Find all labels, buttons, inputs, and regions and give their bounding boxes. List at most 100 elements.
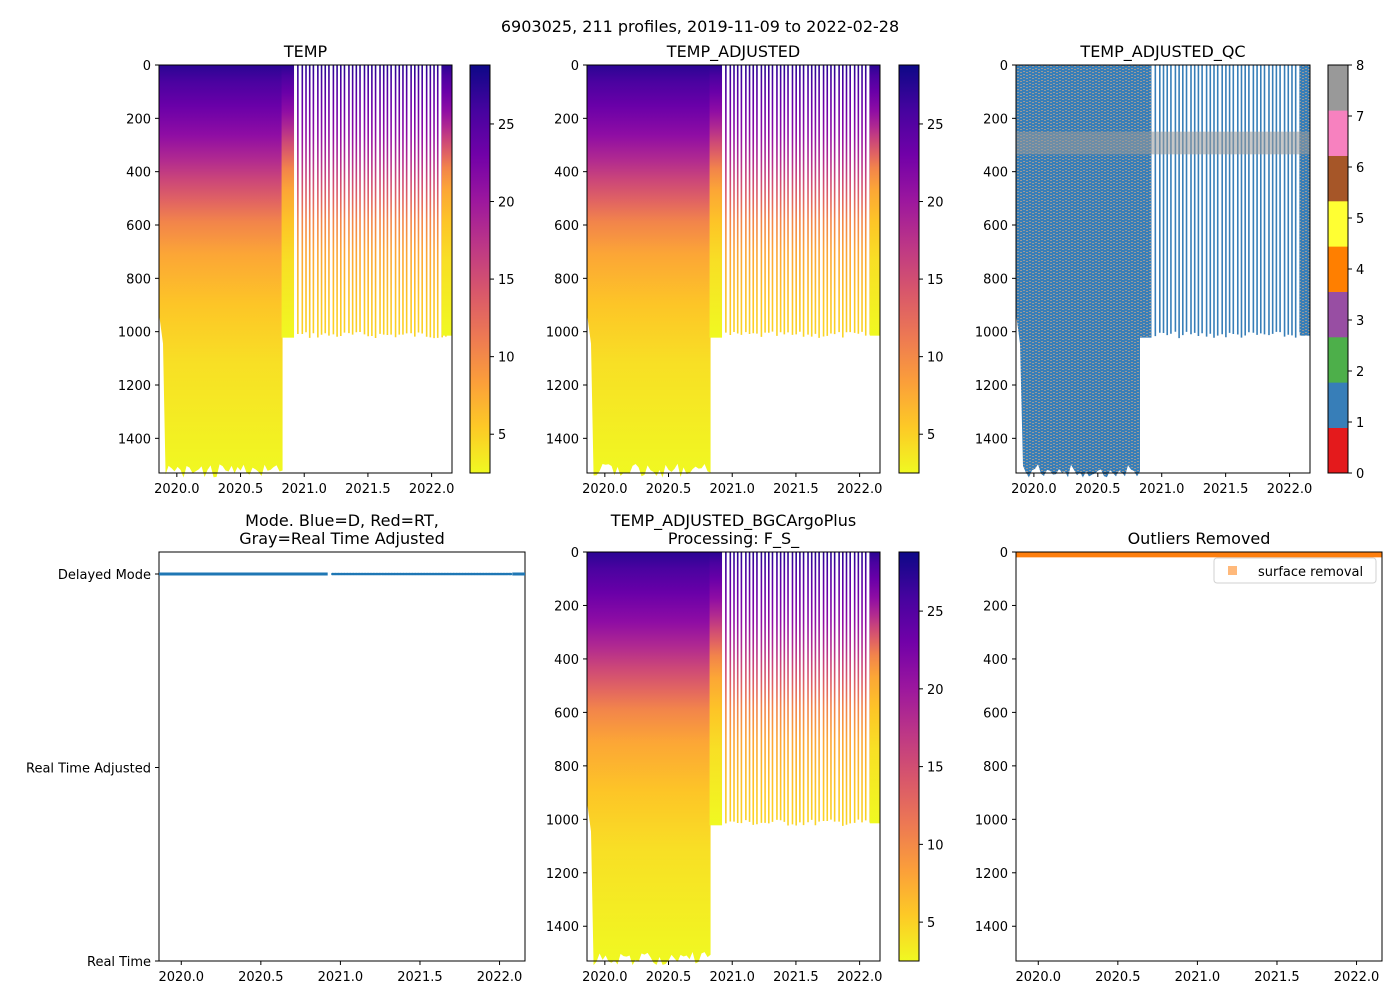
- qc-gray-band: [1016, 131, 1310, 155]
- axes-frame: [158, 551, 526, 962]
- colorbar-tick-label: 10: [498, 351, 515, 366]
- y-tick-label: 400: [554, 166, 579, 181]
- y-tick-label: 1400: [546, 432, 579, 447]
- y-tick-label: 200: [554, 112, 579, 127]
- y-tick-label: 1000: [975, 813, 1008, 828]
- recent-profiles-block: [441, 65, 452, 336]
- x-tick-label: 2020.0: [1011, 482, 1057, 497]
- colorbar: [470, 65, 490, 473]
- y-tick-label: 1000: [546, 326, 579, 341]
- y-tick-label: 800: [554, 272, 579, 287]
- recent-profiles-block: [869, 65, 880, 336]
- colorbar-tick-label: 7: [1356, 110, 1364, 125]
- colorbar-tick-label: 5: [498, 428, 506, 443]
- y-category-label: Delayed Mode: [58, 568, 151, 583]
- y-tick-label: 600: [983, 219, 1008, 234]
- x-tick-label: 2022.0: [837, 970, 883, 985]
- x-tick-label: 2020.5: [218, 482, 264, 497]
- y-tick-label: 800: [126, 272, 151, 287]
- y-tick-label: 1400: [975, 432, 1008, 447]
- x-tick-label: 2020.0: [582, 482, 628, 497]
- axes-frame: [1015, 551, 1383, 962]
- y-tick-label: 200: [126, 112, 151, 127]
- panel-title: Gray=Real Time Adjusted: [239, 529, 445, 548]
- colorbar-tick-label: 20: [927, 196, 944, 211]
- colorbar-tick-label: 3: [1356, 314, 1364, 329]
- colorbar-swatch: [1328, 65, 1348, 111]
- panel-title: Mode. Blue=D, Red=RT,: [245, 511, 439, 530]
- section-plot: [587, 65, 880, 478]
- colorbar-tick-label: 10: [927, 838, 944, 853]
- y-tick-label: 600: [554, 706, 579, 721]
- y-tick-label: 800: [983, 272, 1008, 287]
- y-tick-label: 0: [1000, 546, 1008, 561]
- panel-title: Processing: F_S_: [668, 529, 800, 549]
- colorbar-swatch: [1328, 246, 1348, 292]
- colorbar-tick-label: 2: [1356, 365, 1364, 380]
- x-tick-label: 2021.5: [773, 970, 819, 985]
- y-tick-label: 0: [143, 59, 151, 74]
- x-tick-label: 2020.0: [154, 482, 200, 497]
- x-tick-label: 2022.0: [409, 482, 455, 497]
- x-tick-label: 2022.0: [1267, 482, 1313, 497]
- colorbar-swatch: [1328, 155, 1348, 202]
- x-tick-label: 2020.5: [646, 970, 692, 985]
- y-tick-label: 400: [983, 653, 1008, 668]
- axes-frame: [586, 551, 881, 962]
- surface-removal-points: [1016, 552, 1382, 558]
- y-category-label: Real Time: [87, 955, 151, 970]
- y-tick-label: 1400: [118, 432, 151, 447]
- colorbar-frame: [898, 551, 920, 962]
- axes-frame: [158, 64, 453, 474]
- x-tick-label: 2022.0: [1334, 970, 1380, 985]
- colorbar-frame: [898, 64, 920, 474]
- colorbar-tick-label: 20: [927, 683, 944, 698]
- x-tick-label: 2021.0: [1139, 482, 1185, 497]
- y-tick-label: 1000: [546, 813, 579, 828]
- y-tick-label: 1000: [975, 326, 1008, 341]
- x-tick-label: 2021.0: [318, 970, 364, 985]
- y-tick-label: 400: [554, 653, 579, 668]
- deep-profiles-block: [587, 552, 711, 966]
- x-tick-label: 2021.5: [773, 482, 819, 497]
- colorbar-tick-label: 10: [927, 351, 944, 366]
- x-tick-label: 2021.0: [709, 970, 755, 985]
- y-tick-label: 0: [571, 59, 579, 74]
- y-tick-label: 600: [983, 706, 1008, 721]
- colorbar-frame: [469, 64, 491, 474]
- colorbar-tick-label: 5: [927, 428, 935, 443]
- colorbar-tick-label: 0: [1356, 467, 1364, 482]
- x-tick-label: 2020.5: [1075, 482, 1121, 497]
- deep-profiles-block: [1016, 65, 1140, 478]
- colorbar: [899, 552, 919, 961]
- colorbar-tick-label: 5: [927, 916, 935, 931]
- y-tick-label: 200: [983, 112, 1008, 127]
- panel-title: TEMP_ADJUSTED: [666, 42, 800, 62]
- x-tick-label: 2020.0: [159, 970, 205, 985]
- legend-label: surface removal: [1258, 565, 1363, 580]
- colorbar-tick-label: 6: [1356, 161, 1364, 176]
- legend-marker: [1228, 566, 1237, 575]
- legend-box: [1213, 557, 1377, 584]
- y-tick-label: 200: [554, 599, 579, 614]
- y-category-label: Real Time Adjusted: [26, 762, 151, 777]
- shallow-profiles-block: [709, 65, 723, 338]
- y-tick-label: 1200: [975, 867, 1008, 882]
- colorbar-tick-label: 5: [1356, 212, 1364, 227]
- colorbar-tick-label: 15: [927, 273, 944, 288]
- colorbar-tick-label: 25: [498, 118, 515, 133]
- y-tick-label: 400: [983, 166, 1008, 181]
- colorbar-tick-label: 8: [1356, 59, 1364, 74]
- colorbar: [899, 65, 919, 473]
- colorbar-swatch: [1328, 427, 1348, 474]
- y-tick-label: 400: [126, 166, 151, 181]
- deep-profiles-block: [159, 65, 283, 478]
- axes-frame: [1015, 64, 1311, 474]
- colorbar-swatch: [1328, 337, 1348, 383]
- y-tick-label: 1000: [118, 326, 151, 341]
- colorbar-swatch: [1328, 201, 1348, 247]
- x-tick-label: 2021.5: [1254, 970, 1300, 985]
- shallow-profiles-block: [1138, 65, 1152, 338]
- colorbar-swatch: [1328, 291, 1348, 338]
- x-tick-label: 2022.0: [837, 482, 883, 497]
